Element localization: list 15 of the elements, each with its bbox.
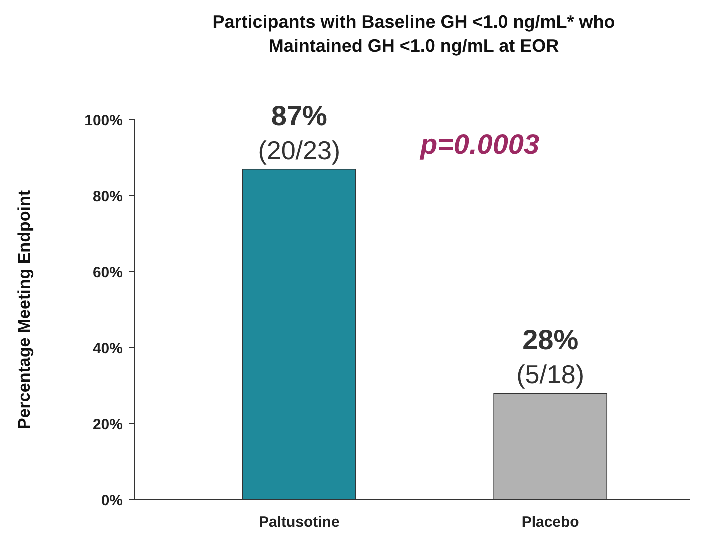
data-label: 28%: [522, 324, 579, 356]
y-tick-label: 0%: [101, 492, 123, 510]
y-tick-label: 100%: [84, 112, 123, 130]
y-tick-label: 40%: [92, 340, 123, 358]
y-tick-label: 20%: [92, 416, 123, 434]
y-tick-label: 60%: [92, 264, 123, 282]
data-label: 87%: [271, 100, 328, 132]
annotation: (5/18): [516, 360, 585, 390]
annotation: p=0.0003: [419, 129, 540, 160]
y-tick-label: 80%: [92, 188, 123, 206]
x-tick-label: Placebo: [522, 514, 580, 531]
y-axis-title: Percentage Meeting Endpoint: [15, 190, 34, 430]
chart-title: Participants with Baseline GH <1.0 ng/mL* who Maintained GH <1.0 ng/mL at EOR: [212, 12, 616, 56]
annotation: (20/23): [258, 135, 341, 166]
x-tick-label: Paltusotine: [258, 514, 340, 531]
